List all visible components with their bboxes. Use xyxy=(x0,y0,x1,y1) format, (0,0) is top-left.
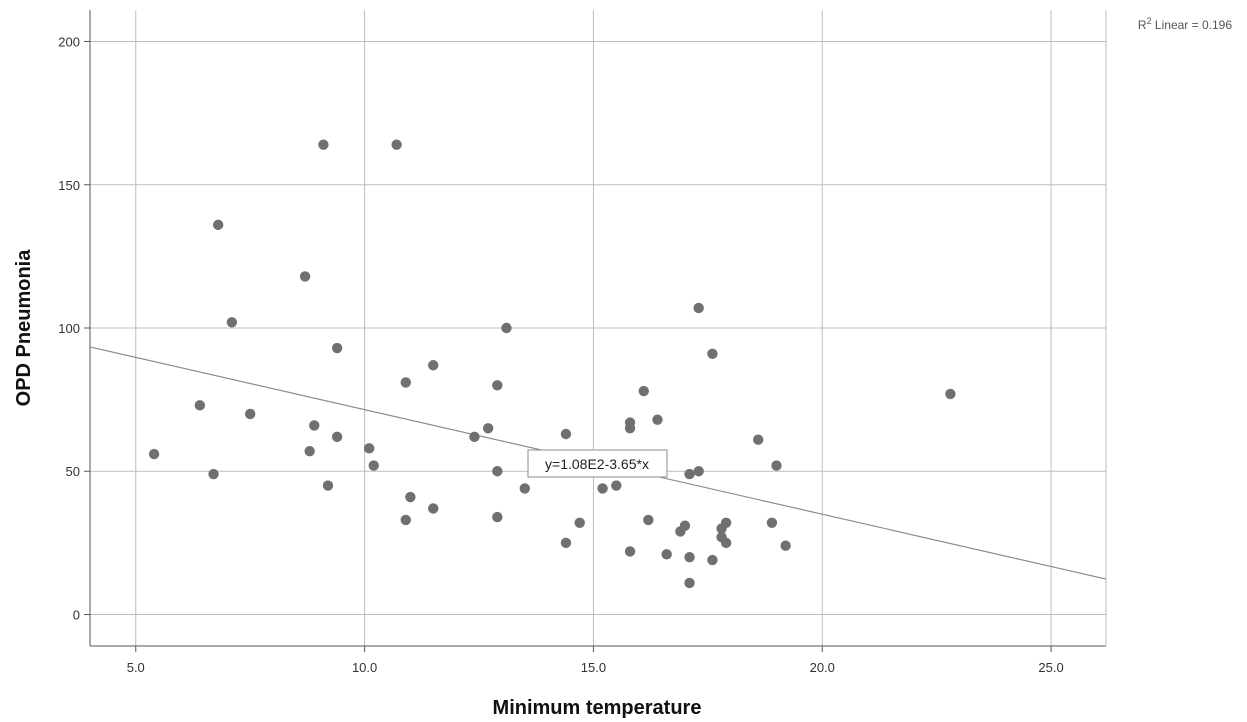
tick-labels: 5.0 10.0 15.0 20.0 25.0 0 50 100 150 200 xyxy=(58,35,1063,675)
data-point xyxy=(428,360,439,371)
data-point xyxy=(752,434,764,445)
fit-equation-text: y=1.08E2-3.65*x xyxy=(545,456,649,472)
data-point xyxy=(771,460,782,471)
y-tick-label: 200 xyxy=(58,35,80,50)
data-point xyxy=(309,420,320,431)
data-point xyxy=(720,537,732,549)
data-point xyxy=(684,577,695,589)
data-point xyxy=(624,546,636,557)
data-points xyxy=(148,139,956,589)
data-point xyxy=(501,322,512,334)
data-point xyxy=(212,219,224,231)
x-tick-label: 25.0 xyxy=(1038,660,1063,675)
data-point xyxy=(391,139,402,150)
data-point xyxy=(299,271,311,282)
data-point xyxy=(679,520,691,531)
data-point xyxy=(492,511,503,523)
data-point xyxy=(684,468,695,480)
data-point xyxy=(368,460,379,471)
x-tick-label: 10.0 xyxy=(352,660,377,675)
y-tick-label: 50 xyxy=(66,464,80,479)
data-point xyxy=(405,491,416,503)
y-tick-label: 100 xyxy=(58,321,80,336)
data-point xyxy=(766,517,778,529)
data-point xyxy=(331,342,343,354)
data-point xyxy=(611,480,622,491)
fit-equation-label: y=1.08E2-3.65*x xyxy=(527,449,668,478)
data-point xyxy=(643,514,654,526)
x-axis-title: Minimum temperature xyxy=(493,697,702,719)
x-tick-label: 20.0 xyxy=(810,660,835,675)
r-squared-label: R2 Linear = 0.196 xyxy=(1138,16,1232,32)
data-point xyxy=(707,348,718,359)
data-point xyxy=(945,388,956,400)
y-axis-title: OPD Pneumonia xyxy=(13,249,35,407)
data-point xyxy=(560,428,572,440)
data-point xyxy=(304,445,315,457)
data-point xyxy=(208,468,219,480)
data-point xyxy=(148,448,160,460)
data-point xyxy=(693,302,704,314)
data-point xyxy=(363,443,375,454)
x-tick-label: 15.0 xyxy=(581,660,606,675)
data-point xyxy=(684,551,695,563)
data-point xyxy=(226,317,238,328)
data-point xyxy=(492,466,503,477)
data-point xyxy=(780,540,791,551)
data-point xyxy=(574,517,585,529)
data-point xyxy=(693,466,704,477)
data-point xyxy=(331,431,343,443)
data-point xyxy=(244,408,256,420)
data-point xyxy=(624,423,636,434)
data-point xyxy=(318,139,329,150)
data-point xyxy=(597,483,608,494)
gridlines xyxy=(90,10,1106,646)
data-point xyxy=(519,483,530,494)
data-point xyxy=(492,380,503,391)
data-point xyxy=(652,414,663,425)
data-point xyxy=(469,431,480,443)
data-point xyxy=(661,549,672,560)
data-point xyxy=(560,537,572,549)
y-tick-label: 150 xyxy=(58,178,80,193)
data-point xyxy=(707,554,718,566)
data-point xyxy=(720,517,732,529)
data-point xyxy=(400,377,411,388)
y-tick-label: 0 xyxy=(73,607,80,622)
data-point xyxy=(428,503,439,514)
data-point xyxy=(322,480,334,491)
data-point xyxy=(638,385,649,397)
data-point xyxy=(400,514,411,526)
x-tick-label: 5.0 xyxy=(127,660,145,675)
data-point xyxy=(482,423,494,434)
axes xyxy=(84,10,1107,652)
data-point xyxy=(194,400,206,411)
